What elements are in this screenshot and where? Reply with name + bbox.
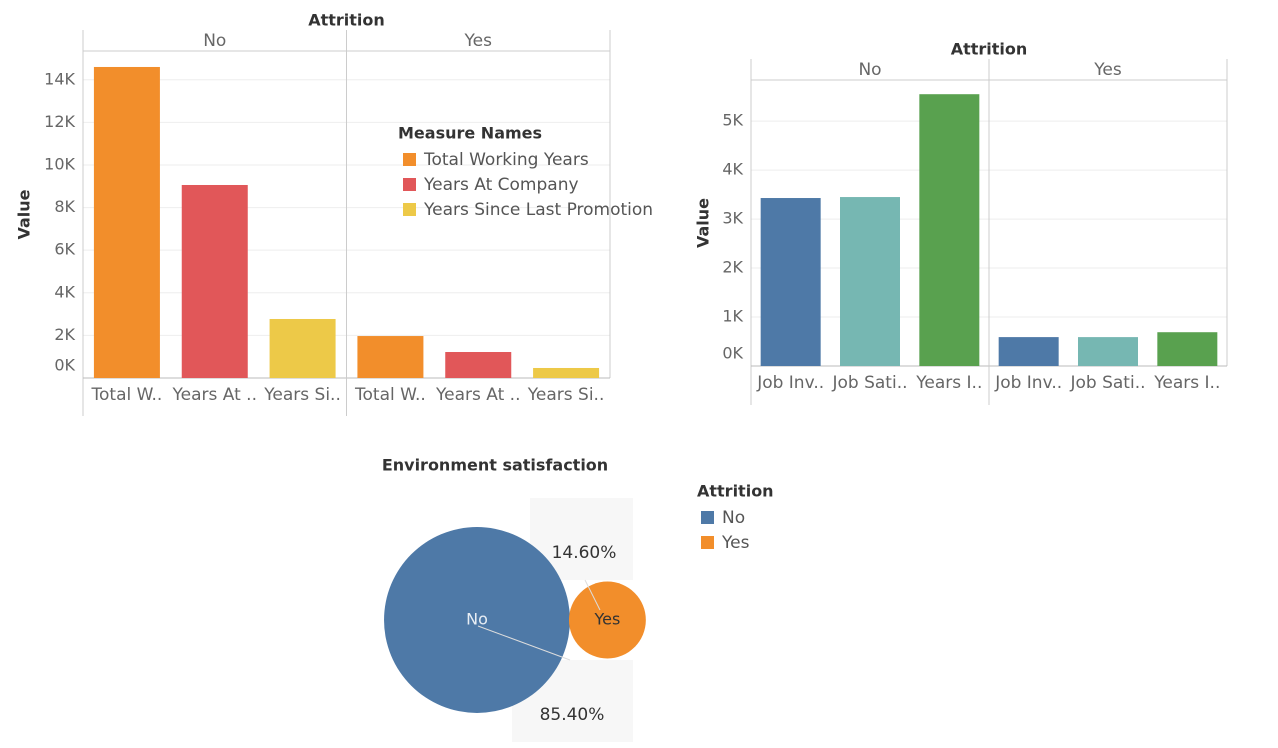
facet-label: Yes (464, 31, 493, 51)
facet-label: No (858, 60, 881, 80)
x-tick-label: Job Sati.. (831, 373, 907, 393)
x-tick-label: Years At .. (172, 385, 257, 405)
y-tick-label: 14K (44, 69, 75, 88)
legend-label: No (722, 508, 745, 528)
y-axis-label: Value (694, 198, 713, 248)
y-tick-label: 8K (54, 197, 75, 216)
x-tick-label: Years I.. (915, 373, 982, 393)
y-tick-label: 0K (722, 344, 743, 363)
bar (919, 94, 980, 366)
bar (998, 337, 1059, 366)
facet-label: No (203, 31, 226, 51)
facet-label: Yes (1093, 60, 1122, 80)
x-tick-label: Years I.. (1153, 373, 1220, 393)
x-tick-label: Job Sati.. (1069, 373, 1145, 393)
bar (181, 184, 248, 378)
x-tick-label: Total W.. (91, 385, 163, 405)
leader-line (584, 579, 601, 611)
bubble-label: No (466, 610, 488, 629)
bar (1157, 332, 1218, 366)
legend-swatch (403, 203, 416, 216)
legend-label: Years At Company (423, 175, 579, 195)
value-label: 85.40% (540, 705, 605, 725)
x-tick-label: Job Inv.. (756, 373, 824, 393)
y-tick-label: 4K (722, 160, 743, 179)
y-tick-label: 12K (44, 112, 75, 131)
bar (1078, 337, 1138, 366)
legend-swatch (403, 153, 416, 166)
y-axis-label: Value (15, 189, 34, 239)
bubble-label: Yes (593, 610, 620, 629)
x-tick-label: Job Inv.. (994, 373, 1062, 393)
bubble (568, 581, 646, 659)
legend-swatch (701, 511, 714, 524)
bar (445, 352, 512, 378)
bar (840, 197, 900, 366)
bar (533, 367, 600, 378)
x-tick-label: Total W.. (354, 385, 426, 405)
chart-title: Attrition (308, 11, 385, 30)
legend-swatch (403, 178, 416, 191)
y-tick-label: 2K (722, 258, 743, 277)
y-tick-label: 1K (722, 307, 743, 326)
bar (93, 66, 160, 378)
x-tick-label: Years Si.. (263, 385, 341, 405)
y-tick-label: 4K (54, 282, 75, 301)
legend-label: Years Since Last Promotion (423, 200, 653, 220)
y-tick-label: 0K (54, 356, 75, 375)
chart-title: Environment satisfaction (382, 456, 608, 475)
legend-title: Attrition (697, 482, 774, 501)
legend-swatch (701, 536, 714, 549)
value-label: 14.60% (552, 543, 617, 563)
legend-title: Measure Names (398, 124, 542, 143)
legend-label: Total Working Years (423, 150, 589, 170)
y-tick-label: 2K (54, 325, 75, 344)
bar (760, 198, 821, 366)
x-tick-label: Years At .. (435, 385, 520, 405)
y-tick-label: 5K (722, 111, 743, 130)
y-tick-label: 3K (722, 209, 743, 228)
x-tick-label: Years Si.. (527, 385, 605, 405)
legend-label: Yes (721, 533, 750, 553)
bar (269, 318, 336, 378)
y-tick-label: 10K (44, 154, 75, 173)
bar (357, 336, 424, 378)
leader-line (477, 625, 571, 661)
chart-title: Attrition (951, 40, 1028, 59)
y-tick-label: 6K (54, 240, 75, 259)
bubble (384, 527, 570, 713)
